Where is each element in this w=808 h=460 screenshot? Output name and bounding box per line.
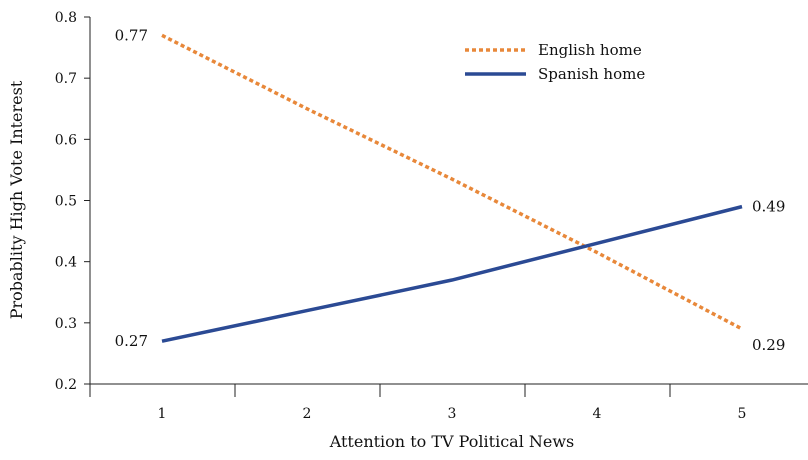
x-tick-label: 4 <box>593 406 602 422</box>
x-axis: 1 2 3 4 5 <box>89 383 808 422</box>
data-label: 0.29 <box>752 336 785 354</box>
x-tick-label: 3 <box>448 406 457 422</box>
legend-label: English home <box>538 41 642 59</box>
x-tick-label: 1 <box>158 406 167 422</box>
y-axis-title: Probablity High Vote Interest <box>7 80 26 319</box>
y-axis: 0.2 0.3 0.4 0.5 0.6 0.7 0.8 <box>55 10 91 393</box>
y-tick-label: 0.7 <box>55 71 77 87</box>
x-tick-label: 2 <box>303 406 312 422</box>
y-tick-label: 0.6 <box>55 132 77 148</box>
y-tick-label: 0.4 <box>55 255 77 271</box>
legend-label: Spanish home <box>538 65 645 83</box>
x-axis-title: Attention to TV Political News <box>329 432 575 451</box>
data-label: 0.49 <box>752 198 785 216</box>
series-layer: 0.77 0.29 0.27 0.49 <box>115 26 786 354</box>
x-tick-label: 5 <box>738 406 747 422</box>
data-label: 0.27 <box>115 332 148 350</box>
series-line-spanish-home <box>161 204 743 343</box>
y-tick-label: 0.5 <box>55 194 77 210</box>
legend: English home Spanish home <box>465 41 645 83</box>
y-tick-label: 0.2 <box>55 377 77 393</box>
y-tick-label: 0.8 <box>55 10 77 26</box>
series-line-english-home <box>161 33 743 331</box>
data-label: 0.77 <box>115 26 148 44</box>
y-tick-label: 0.3 <box>55 316 77 332</box>
